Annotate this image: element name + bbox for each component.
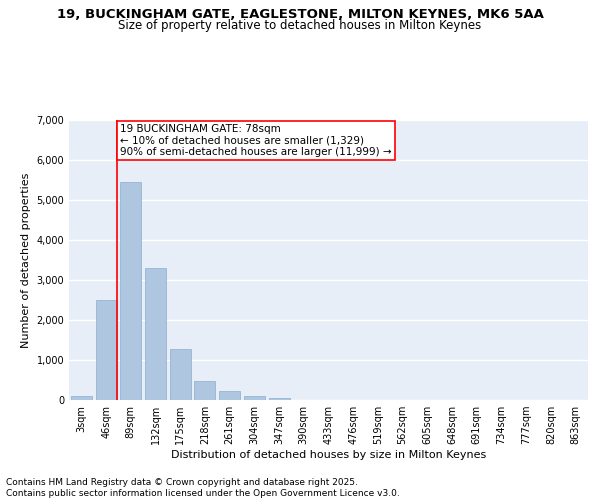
Bar [120, 182, 141, 400]
Bar [145, 268, 166, 400]
Bar [244, 396, 265, 400]
Text: Contains HM Land Registry data © Crown copyright and database right 2025.
Contai: Contains HM Land Registry data © Crown c… [6, 478, 400, 498]
Text: 19, BUCKINGHAM GATE, EAGLESTONE, MILTON KEYNES, MK6 5AA: 19, BUCKINGHAM GATE, EAGLESTONE, MILTON … [56, 8, 544, 20]
Text: Size of property relative to detached houses in Milton Keynes: Size of property relative to detached ho… [118, 18, 482, 32]
Bar [71, 396, 92, 400]
Bar [95, 300, 116, 400]
Bar [170, 349, 191, 400]
Bar [194, 381, 215, 400]
Bar [219, 391, 240, 400]
Y-axis label: Number of detached properties: Number of detached properties [21, 172, 31, 348]
X-axis label: Distribution of detached houses by size in Milton Keynes: Distribution of detached houses by size … [171, 450, 486, 460]
Text: 19 BUCKINGHAM GATE: 78sqm
← 10% of detached houses are smaller (1,329)
90% of se: 19 BUCKINGHAM GATE: 78sqm ← 10% of detac… [120, 124, 392, 157]
Bar [269, 398, 290, 400]
